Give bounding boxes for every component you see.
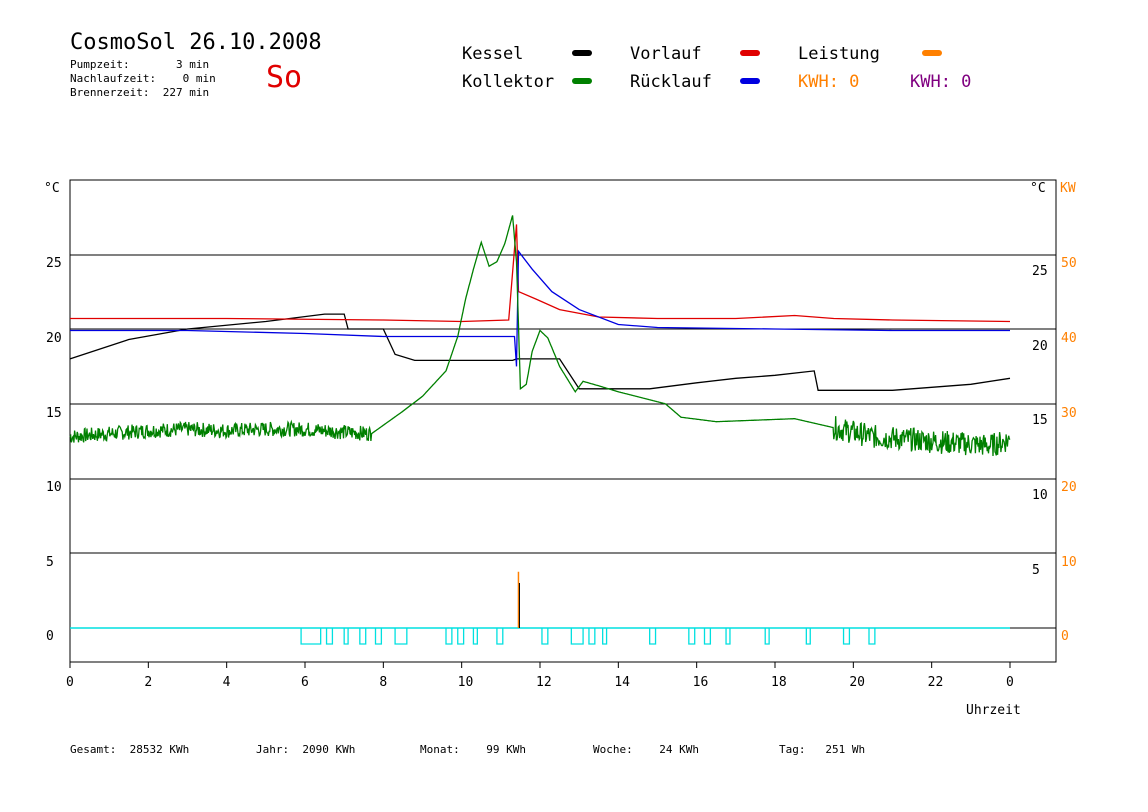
- x-tick-label: 20: [849, 675, 865, 690]
- legend-kwh-orange: KWH: 0: [798, 72, 860, 92]
- left-tick-label: 15: [46, 406, 62, 421]
- pump-pulse: [588, 628, 596, 645]
- left-tick-label: 20: [46, 331, 62, 346]
- left-tick-label: 25: [46, 256, 62, 271]
- right-kw-unit-label: KW: [1060, 181, 1076, 196]
- right-tick-label: 15: [1032, 413, 1048, 428]
- pump-pulse: [343, 628, 349, 645]
- left-tick-label: 5: [46, 555, 54, 570]
- pump-pulse: [541, 628, 549, 645]
- pump-pulse: [805, 628, 811, 645]
- footer-gesamt: Gesamt: 28532 KWh: [70, 743, 190, 756]
- pump-pulse: [472, 628, 478, 645]
- pump-pulse: [725, 628, 731, 645]
- pump-pulse: [602, 628, 608, 645]
- legend-kessel-swatch: [572, 50, 592, 56]
- footer-tag: Tag: 251 Wh: [779, 743, 866, 756]
- right-kw-tick-label: 20: [1061, 480, 1077, 495]
- x-tick-label: 6: [301, 675, 309, 690]
- x-tick-label: 18: [771, 675, 787, 690]
- x-tick-label: 2: [144, 675, 152, 690]
- pump-pulse: [325, 628, 334, 645]
- x-tick-label: 0: [1006, 675, 1014, 690]
- pump-pulse: [496, 628, 504, 645]
- right-kw-tick-label: 0: [1061, 629, 1069, 644]
- series-line-kollektor: [69, 215, 1011, 457]
- series-line-ruecklauf: [70, 249, 1010, 367]
- pump-pulse: [300, 628, 322, 645]
- legend-ruecklauf-swatch: [740, 78, 760, 84]
- legend-vorlauf: Vorlauf: [630, 44, 702, 64]
- pump-pulse: [649, 628, 657, 645]
- pump-pulse: [394, 628, 408, 645]
- left-tick-label: 0: [46, 629, 54, 644]
- right-unit-label: °C: [1030, 181, 1046, 196]
- left-unit-label: °C: [44, 181, 60, 196]
- legend-ruecklauf: Rücklauf: [630, 72, 712, 92]
- footer-woche: Woche: 24 KWh: [593, 743, 699, 756]
- right-tick-label: 25: [1032, 264, 1048, 279]
- right-kw-tick-label: 30: [1061, 406, 1077, 421]
- right-kw-tick-label: 40: [1061, 331, 1077, 346]
- right-kw-tick-label: 10: [1061, 555, 1077, 570]
- x-axis-label: Uhrzeit: [966, 703, 1021, 718]
- legend-leistung-swatch: [922, 50, 942, 56]
- legend-vorlauf-swatch: [740, 50, 760, 56]
- x-tick-label: 16: [693, 675, 709, 690]
- footer-monat: Monat: 99 KWh: [420, 743, 526, 756]
- pump-pulse: [570, 628, 584, 645]
- pump-pulse: [868, 628, 876, 645]
- legend-kwh-purple: KWH: 0: [910, 72, 972, 92]
- left-tick-label: 10: [46, 480, 62, 495]
- weekday-label: So: [266, 60, 303, 95]
- x-tick-label: 8: [379, 675, 387, 690]
- x-tick-label: 10: [458, 675, 474, 690]
- pump-pulse: [688, 628, 696, 645]
- legend-kessel: Kessel: [462, 44, 524, 64]
- pumpzeit-label: Pumpzeit: 3 min: [70, 58, 210, 71]
- chart-title: CosmoSol 26.10.2008: [70, 30, 322, 55]
- pump-pulse: [457, 628, 465, 645]
- legend-leistung: Leistung: [798, 44, 880, 64]
- pump-pulse: [764, 628, 770, 645]
- pump-pulse: [445, 628, 453, 645]
- brennerzeit-label: Brennerzeit: 227 min: [70, 86, 210, 99]
- pump-pulse: [359, 628, 367, 645]
- legend-kollektor-swatch: [572, 78, 592, 84]
- right-tick-label: 20: [1032, 339, 1048, 354]
- right-kw-tick-label: 50: [1061, 256, 1077, 271]
- nachlaufzeit-label: Nachlaufzeit: 0 min: [70, 72, 216, 85]
- x-tick-label: 14: [614, 675, 630, 690]
- right-tick-label: 5: [1032, 563, 1040, 578]
- series-line-kessel: [69, 313, 1011, 391]
- legend-kollektor: Kollektor: [462, 72, 555, 92]
- x-tick-label: 22: [928, 675, 944, 690]
- right-tick-label: 10: [1032, 488, 1048, 503]
- footer-jahr: Jahr: 2090 KWh: [256, 743, 356, 756]
- plot-frame: [69, 179, 1057, 663]
- pump-pulse: [842, 628, 851, 645]
- x-tick-label: 12: [536, 675, 552, 690]
- x-tick-label: 4: [223, 675, 231, 690]
- series-line-vorlauf: [70, 224, 1011, 323]
- pump-pulse: [703, 628, 712, 645]
- pump-pulse: [374, 628, 383, 645]
- x-tick-label: 0: [66, 675, 74, 690]
